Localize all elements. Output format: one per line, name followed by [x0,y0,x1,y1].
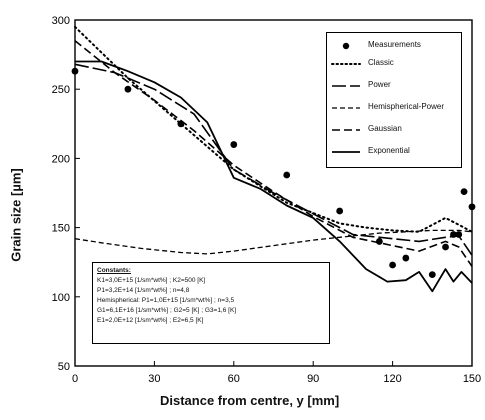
x-tick-label-4: 120 [383,373,401,385]
y-tick-label-2: 150 [52,223,70,235]
x-tick-label-2: 60 [228,373,240,385]
y-tick-label-1: 100 [52,292,70,304]
measurement-point-12 [455,231,463,238]
x-tick-label-5: 150 [463,373,481,385]
plot-frame [74,19,473,367]
legend-label-power: Power [368,80,391,89]
legend-line-classic [331,63,361,65]
constants-line-hemispherical: Hemispherical: P1=1,0E+15 [1/sm*wt%] ; n… [97,297,235,304]
series-line-hemispherical-power [74,229,473,255]
x-tick-label-3: 90 [307,373,319,385]
legend-label-classic: Classic [368,58,394,67]
legend-item-classic: Classic [331,55,459,73]
legend-line-gaussian [332,129,360,131]
measurement-point-8 [402,254,410,262]
x-tick-label-1: 30 [148,373,160,385]
measurement-point-11 [450,231,457,238]
legend-line-exponential [332,151,360,153]
series-line-classic [74,25,473,233]
legend-line-hemispherical-power [332,107,360,109]
legend-item-measurements: Measurements [331,37,459,55]
measurement-point-13 [460,188,468,196]
measurement-point-4 [283,171,291,179]
legend: Measurements Classic Power Hemispherical… [326,32,462,168]
legend-label-exponential: Exponential [368,146,410,155]
y-tick-label-5: 300 [52,15,70,27]
measurement-point-5 [336,207,344,215]
series-line-gaussian [74,40,473,267]
series-line-exponential [75,60,473,293]
x-tick-label-0: 0 [72,373,78,385]
legend-label-gaussian: Gaussian [368,124,402,133]
constants-line-exponential: E1=2,0E+12 [1/sm*wt%] ; E2=6,5 [K] [97,317,204,324]
legend-label-hemispherical-power: Hemispherical-Power [368,102,445,111]
legend-item-gaussian: Gaussian [331,121,459,139]
y-tick-label-0: 50 [58,361,70,373]
legend-item-hemispherical-power: Hemispherical-Power [331,99,459,117]
measurement-point-6 [375,238,383,245]
measurement-point-0 [71,67,79,75]
constants-line-classic: K1=3,0E+15 [1/sm*wt%] ; K2=500 [K] [97,277,206,284]
measurement-point-14 [468,203,476,211]
measurement-point-9 [428,271,436,279]
constants-line-gaussian: G1=6,1E+16 [1/sm*wt%] ; G2=5 [K] ; G3=1,… [97,307,237,314]
measurement-point-1 [124,85,132,93]
constants-box: Constants: K1=3,0E+15 [1/sm*wt%] ; K2=50… [92,262,330,344]
legend-line-power [332,85,360,87]
y-axis-label: Grain size [µm] [8,168,24,262]
legend-item-exponential: Exponential [331,143,459,161]
constants-title: Constants: [97,267,131,274]
x-axis-label: Distance from centre, y [mm] [160,393,340,408]
measurement-point-3 [230,141,238,148]
measurement-point-7 [389,261,396,269]
measurement-point-2 [177,120,185,128]
constants-line-power: P1=3,2E+14 [1/sm*wt%] ; n=4,8 [97,287,190,294]
y-tick-label-3: 200 [52,153,70,165]
legend-item-power: Power [331,77,459,95]
legend-marker-measurements [342,42,350,50]
y-axis-label-box: Grain size [µm] [2,150,30,280]
legend-label-measurements: Measurements [368,40,421,49]
y-tick-label-4: 250 [52,84,70,96]
measurement-point-10 [442,243,449,251]
series-line-power [74,63,473,256]
